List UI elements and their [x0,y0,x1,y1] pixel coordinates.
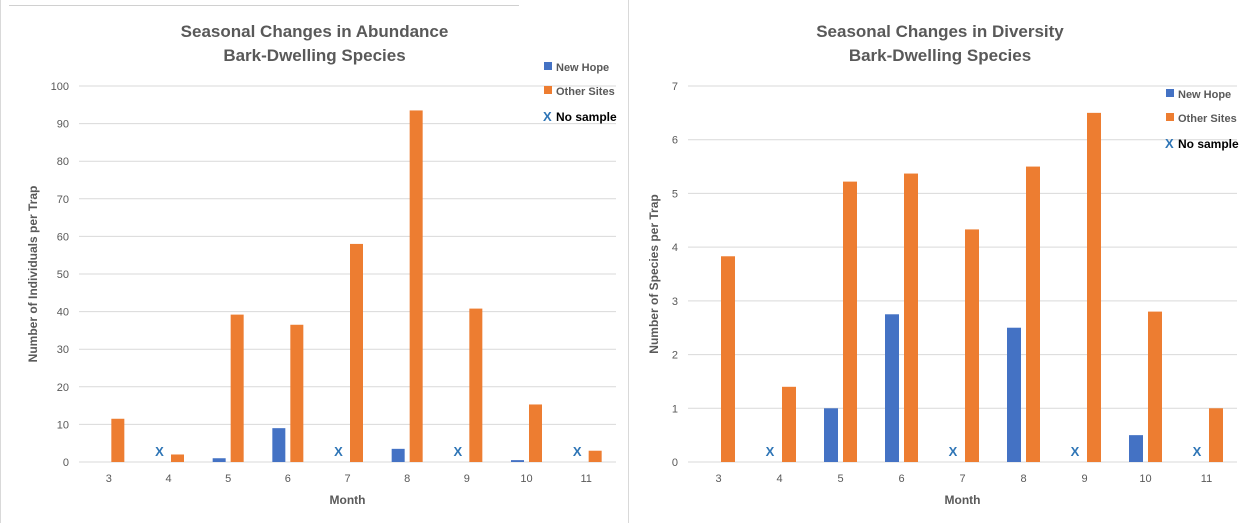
abundance-chart-panel: Seasonal Changes in Abundance Bark-Dwell… [0,0,629,523]
bar-other-sites [904,173,918,462]
y-tick-label: 20 [57,382,69,394]
bar-other-sites [111,418,125,462]
legend-swatch-new-hope [1166,89,1174,97]
bar-other-sites [529,404,542,462]
legend-no-sample-marker: X [543,109,552,124]
legend-label-new-hope: New Hope [1178,89,1231,101]
y-tick-label: 5 [672,188,678,200]
bar-new-hope [272,428,286,462]
x-axis-title: Month [945,493,981,507]
x-tick-label: 5 [225,473,231,485]
bar-other-sites [230,314,244,462]
no-sample-marker: X [766,444,775,459]
y-tick-label: 80 [57,156,69,168]
x-tick-label: 7 [959,473,965,485]
x-tick-label: 6 [285,473,291,485]
x-tick-label: 6 [898,473,904,485]
no-sample-marker: X [1193,444,1202,459]
no-sample-marker: X [1071,444,1080,459]
y-tick-label: 60 [57,231,69,243]
bar-other-sites [350,243,363,462]
x-tick-label: 7 [344,473,350,485]
y-tick-label: 70 [57,194,69,206]
diversity-chart-panel: Seasonal Changes in Diversity Bark-Dwell… [630,0,1250,523]
x-tick-label: 9 [1081,473,1087,485]
y-tick-label: 40 [57,307,69,319]
top-divider [9,5,519,6]
legend-label-other-sites: Other Sites [1178,113,1237,125]
bar-new-hope [885,314,899,462]
x-tick-label: 10 [520,473,532,485]
bar-new-hope [212,458,226,462]
x-tick-label: 3 [106,473,112,485]
legend-swatch-other-sites [544,86,552,94]
y-tick-label: 30 [57,344,69,356]
y-tick-label: 4 [672,242,678,254]
no-sample-marker: X [155,444,164,459]
bar-other-sites [469,308,483,462]
y-tick-label: 3 [672,296,678,308]
no-sample-marker: X [334,444,343,459]
chart-title: Seasonal Changes in Abundance [180,22,449,41]
x-tick-label: 11 [1201,473,1212,485]
bar-other-sites [721,256,735,462]
legend-label-no-sample: No sample [556,110,617,124]
x-tick-label: 9 [464,473,470,485]
diversity-chart-plot: 0 1 2 3 4 5 6 7 3 X 4 5 6 X 7 8 X 9 10 X 11 Month Number of Sp… [647,81,1239,507]
legend-swatch-other-sites [1166,113,1174,121]
x-tick-label: 10 [1139,473,1151,485]
legend-swatch-new-hope [544,62,552,70]
x-tick-label: 3 [715,473,721,485]
bar-other-sites [965,229,979,462]
bar-new-hope [1129,435,1143,462]
no-sample-marker: X [453,444,462,459]
chart-subtitle: Bark-Dwelling Species [223,46,406,65]
chart-title: Seasonal Changes in Diversity [816,22,1064,41]
x-tick-label: 8 [404,473,410,485]
x-axis-title: Month [330,493,366,507]
bar-other-sites [588,450,602,462]
bar-other-sites [782,386,796,462]
bar-other-sites [290,324,304,462]
y-tick-label: 10 [57,419,69,431]
x-tick-label: 8 [1020,473,1026,485]
x-tick-label: 5 [837,473,843,485]
bar-other-sites [1148,311,1162,462]
y-tick-label: 2 [672,350,678,362]
legend-no-sample-marker: X [1165,136,1174,151]
y-tick-label: 0 [63,457,69,469]
no-sample-marker: X [573,444,582,459]
legend-label-new-hope: New Hope [556,62,609,74]
y-tick-label: 50 [57,269,69,281]
bar-new-hope [511,460,524,462]
y-tick-label: 1 [672,403,678,415]
bar-other-sites [1087,112,1101,462]
legend-label-no-sample: No sample [1178,137,1239,151]
chart-subtitle: Bark-Dwelling Species [848,46,1032,65]
abundance-chart-plot: 0 10 20 30 40 50 60 70 80 90 100 3 X 4 5 6 X 7 8 X 9 10 X 11 Mon… [26,62,617,507]
y-axis-title: Number of Individuals per Trap [26,186,40,363]
bar-other-sites [409,110,423,462]
bar-other-sites [1209,408,1223,462]
bar-new-hope [824,408,838,462]
y-tick-label: 7 [672,81,678,93]
bar-other-sites [1026,166,1040,463]
bar-other-sites [843,181,857,462]
x-tick-label: 4 [165,473,171,485]
y-tick-label: 100 [51,81,69,93]
x-tick-label: 4 [776,473,782,485]
y-tick-label: 6 [672,135,678,147]
bar-new-hope [391,448,405,462]
y-tick-label: 0 [672,457,678,469]
y-tick-label: 90 [57,119,69,131]
bar-new-hope [1007,327,1021,462]
no-sample-marker: X [949,444,958,459]
y-axis-title: Number of Species per Trap [647,194,661,353]
x-tick-label: 11 [580,473,591,485]
bar-other-sites [171,454,184,462]
legend-label-other-sites: Other Sites [556,86,615,98]
